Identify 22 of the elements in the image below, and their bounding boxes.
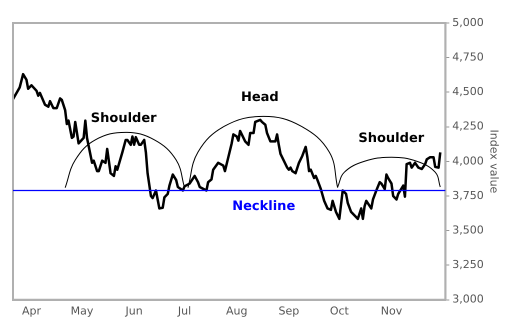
annotation: Shoulder bbox=[358, 131, 425, 146]
y-tick-label: 3,250 bbox=[452, 258, 484, 272]
x-tick-label: Apr bbox=[22, 304, 42, 318]
y-tick-label: 3,000 bbox=[452, 292, 484, 306]
ref-line-label: Neckline bbox=[232, 198, 296, 214]
x-tick-label: Oct bbox=[330, 304, 350, 318]
y-tick-label: 5,000 bbox=[452, 16, 484, 29]
x-tick-label: Jun bbox=[124, 304, 143, 318]
x-tick-label: May bbox=[70, 304, 94, 318]
annotation: Shoulder bbox=[90, 111, 158, 126]
y-tick-label: 4,000 bbox=[452, 154, 484, 168]
y-axis-title: Index value bbox=[488, 129, 501, 194]
x-tick-label: Nov bbox=[380, 304, 403, 318]
y-tick-label: 4,750 bbox=[452, 50, 484, 64]
y-tick-label: 4,500 bbox=[452, 85, 484, 98]
y-tick-label: 3,500 bbox=[452, 223, 484, 236]
x-tick-label: Sep bbox=[278, 304, 300, 318]
x-tick-label: Aug bbox=[226, 304, 248, 318]
annotation: Head bbox=[240, 90, 279, 106]
y-tick-label: 4,250 bbox=[452, 120, 484, 133]
y-tick-label: 3,750 bbox=[452, 188, 484, 202]
x-tick-label: Jul bbox=[176, 304, 192, 318]
